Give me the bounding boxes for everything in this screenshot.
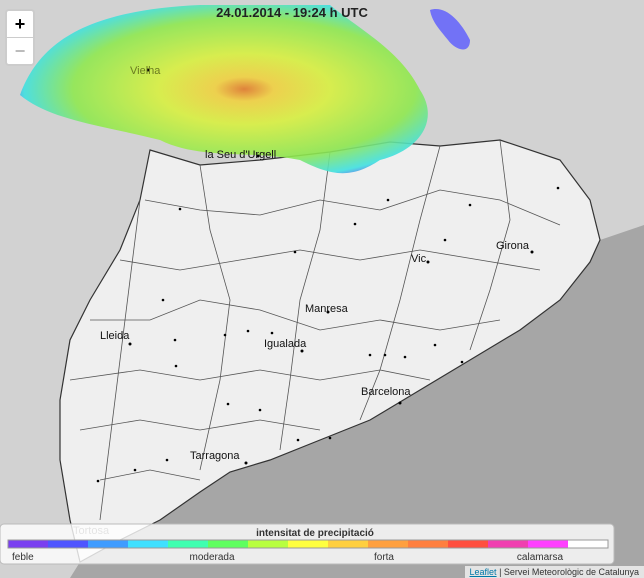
town-dot	[133, 468, 137, 472]
town-dot	[128, 342, 132, 346]
legend-swatch	[88, 540, 129, 548]
place-label: la Seu d'Urgell	[205, 149, 276, 161]
legend-label: moderada	[189, 552, 234, 563]
legend-label: feble	[12, 552, 34, 563]
town-dot	[556, 186, 560, 190]
town-dot	[328, 436, 332, 440]
legend-swatch	[288, 540, 329, 548]
sea	[70, 225, 644, 578]
town-dot	[96, 479, 100, 483]
legend-swatch	[448, 540, 489, 548]
legend-swatch	[8, 540, 49, 548]
town-dot	[293, 250, 297, 254]
attribution-text: | Servei Meteorològic de Catalunya	[499, 567, 639, 577]
town-dot	[178, 207, 182, 211]
town-dot	[300, 349, 304, 353]
town-dot	[403, 355, 407, 359]
place-label: Tarragona	[190, 450, 240, 462]
town-dot	[256, 154, 260, 158]
town-dot	[530, 250, 534, 254]
legend-swatch	[48, 540, 89, 548]
town-dot	[270, 331, 274, 335]
town-dot	[174, 364, 178, 368]
timestamp: 24.01.2014 - 19:24 h UTC	[216, 5, 368, 20]
place-label: Igualada	[264, 338, 307, 350]
legend-swatch	[208, 540, 249, 548]
town-dot	[368, 353, 372, 357]
zoom-in[interactable]: +	[14, 14, 26, 34]
legend-swatch	[568, 540, 609, 548]
place-label: Vielha	[130, 65, 161, 77]
legend-swatch	[368, 540, 409, 548]
town-dot	[165, 458, 169, 462]
town-dot	[326, 310, 330, 314]
town-dot	[223, 333, 227, 337]
comarca-borders	[69, 139, 561, 521]
place-label: Vic	[411, 253, 427, 265]
legend-swatch	[168, 540, 209, 548]
radar-echo	[20, 5, 428, 174]
town-dot	[353, 222, 357, 226]
town-dot	[386, 198, 390, 202]
town-dot	[226, 402, 230, 406]
legend-swatch	[128, 540, 169, 548]
town-dot	[398, 401, 402, 405]
town-dot	[426, 260, 430, 264]
legend-swatch	[248, 540, 289, 548]
town-dot	[246, 329, 250, 333]
town-dot	[383, 353, 387, 357]
town-dot	[433, 343, 437, 347]
place-label: Barcelona	[361, 386, 411, 398]
legend-swatch	[408, 540, 449, 548]
legend-label: calamarsa	[517, 552, 564, 563]
legend-swatch	[528, 540, 569, 548]
town-dot	[296, 438, 300, 442]
place-label: Girona	[496, 240, 530, 252]
town-dot	[258, 408, 262, 412]
legend-swatch	[488, 540, 529, 548]
place-label: Manresa	[305, 303, 349, 315]
town-dot	[173, 338, 177, 342]
town-dot	[161, 298, 165, 302]
zoom-out[interactable]: −	[7, 37, 33, 64]
town-dot	[468, 203, 472, 207]
town-dot	[146, 68, 150, 72]
radar-echo	[430, 9, 470, 50]
place-label: Lleida	[100, 330, 130, 342]
legend-label: forta	[374, 552, 394, 563]
zoom-control: + −	[5, 9, 35, 66]
leaflet-link[interactable]: Leaflet	[469, 567, 497, 577]
legend-bar-frame	[7, 539, 609, 549]
town-dot	[443, 238, 447, 242]
town-dot	[244, 461, 248, 465]
town-dot	[460, 360, 464, 364]
attribution: Leaflet | Servei Meteorològic de Catalun…	[464, 566, 644, 578]
legend-swatch	[328, 540, 369, 548]
legend-title: intensitat de precipitació	[256, 528, 374, 539]
